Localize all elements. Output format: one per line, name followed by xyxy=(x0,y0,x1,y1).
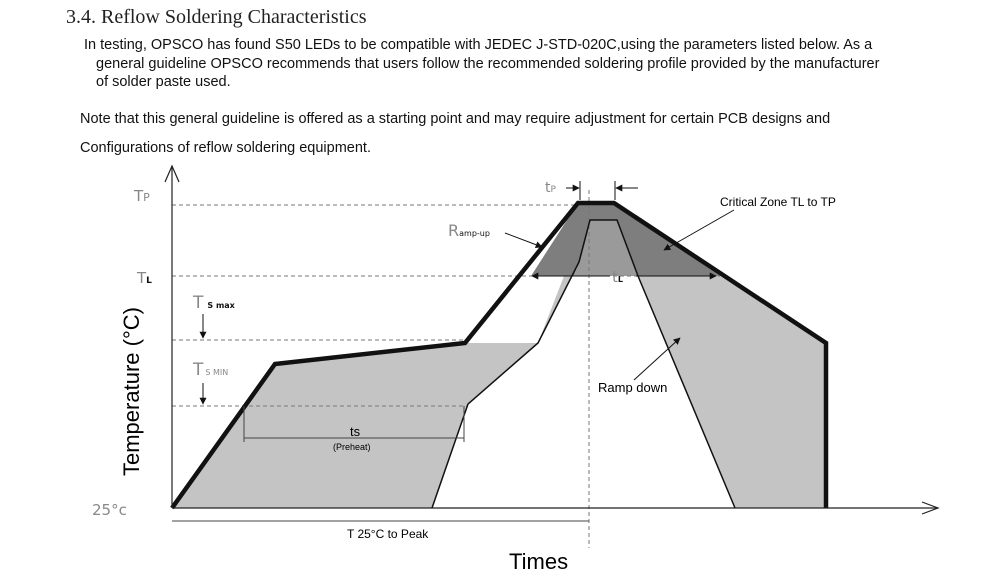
critical-zone-fill xyxy=(531,203,720,276)
inner-boundary-left xyxy=(431,219,736,509)
tl-time-label: tL xyxy=(612,268,623,286)
x-axis-arrow xyxy=(921,501,940,515)
note-line-2: Configurations of reflow soldering equip… xyxy=(80,140,371,156)
critical-zone-arrow xyxy=(663,209,735,251)
preheat-label: ts xyxy=(350,424,361,439)
y-axis-arrow xyxy=(164,164,180,183)
preheat-sublabel: (Preheat) xyxy=(333,442,371,452)
to-peak-label: T 25°C to Peak xyxy=(347,527,429,541)
note-paragraph: Note that this general guideline is offe… xyxy=(80,105,830,163)
critical-zone-label: Critical Zone TL to TP xyxy=(720,195,836,209)
ramp-up-label: Ramp-up xyxy=(448,221,490,240)
tp-level-label: TP xyxy=(133,187,150,205)
note-line-1: Note that this general guideline is offe… xyxy=(80,111,831,127)
x-axis-label: Times xyxy=(509,549,568,574)
intro-line-2: general guideline OPSCO recommends that … xyxy=(96,55,880,72)
ramp-up-arrow xyxy=(504,232,543,249)
ambient-temp-label: 25°c xyxy=(92,501,127,519)
tl-level-label: TL xyxy=(136,269,152,287)
ramp-down-label: Ramp down xyxy=(598,380,667,395)
tp-time-label: tP xyxy=(545,180,557,196)
intro-paragraph: In testing, OPSCO has found S50 LEDs to … xyxy=(84,36,984,92)
ramp-down-arrow xyxy=(633,337,681,381)
intro-line-1: In testing, OPSCO has found S50 LEDs to … xyxy=(84,37,873,53)
reflow-profile-curve xyxy=(170,200,829,510)
intro-line-3: of solder paste used. xyxy=(96,74,231,90)
y-axis-label: Temperature (°C) xyxy=(119,307,144,476)
preheat-zone-fill xyxy=(172,203,826,508)
section-heading: 3.4. Reflow Soldering Characteristics xyxy=(66,6,367,28)
